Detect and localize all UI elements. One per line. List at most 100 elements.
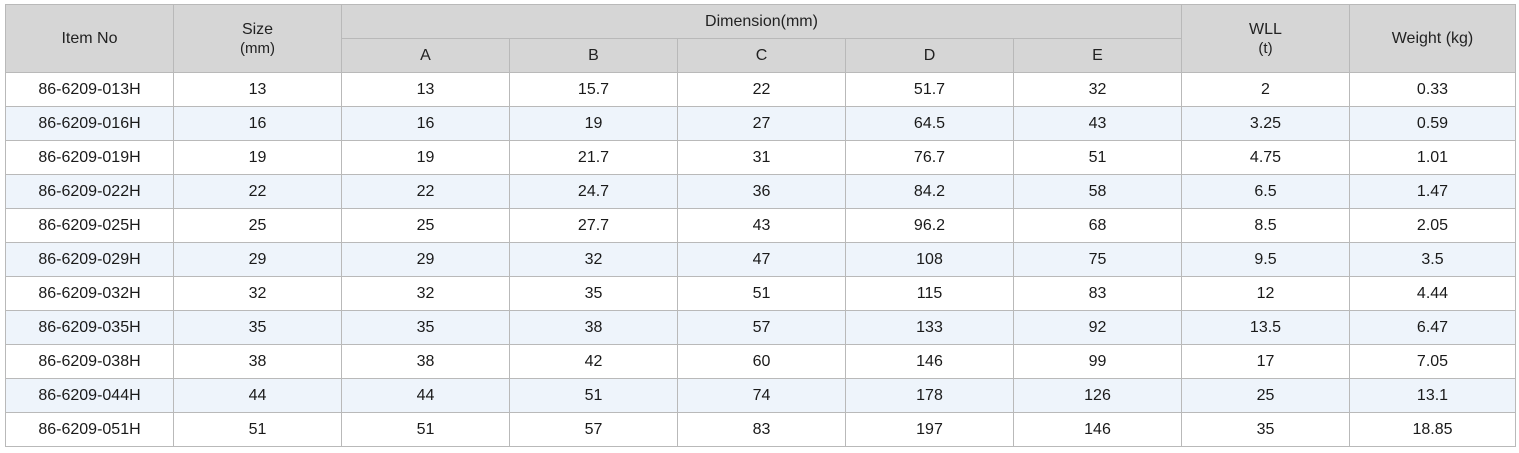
cell-weight: 4.44	[1349, 276, 1516, 311]
cell-size: 13	[173, 72, 342, 107]
cell-dim-e: 75	[1013, 242, 1182, 277]
cell-dim-e: 32	[1013, 72, 1182, 107]
cell-dim-c: 27	[677, 106, 846, 141]
cell-wll: 6.5	[1181, 174, 1350, 209]
table-row: 86-6209-038H 38 38 42 60 146 99 17 7.05	[5, 344, 1516, 379]
cell-wll: 25	[1181, 378, 1350, 413]
cell-weight: 0.59	[1349, 106, 1516, 141]
header-size: Size (mm)	[173, 4, 342, 73]
cell-dim-e: 92	[1013, 310, 1182, 345]
cell-size: 35	[173, 310, 342, 345]
cell-wll: 9.5	[1181, 242, 1350, 277]
cell-dim-e: 51	[1013, 140, 1182, 175]
cell-dim-d: 178	[845, 378, 1014, 413]
cell-size: 38	[173, 344, 342, 379]
cell-item-no: 86-6209-044H	[5, 378, 174, 413]
cell-dim-e: 126	[1013, 378, 1182, 413]
header-dimension: Dimension(mm)	[341, 4, 1182, 39]
cell-dim-a: 29	[341, 242, 510, 277]
cell-dim-b: 27.7	[509, 208, 678, 243]
cell-wll: 2	[1181, 72, 1350, 107]
cell-dim-d: 64.5	[845, 106, 1014, 141]
cell-item-no: 86-6209-013H	[5, 72, 174, 107]
table-row: 86-6209-044H 44 44 51 74 178 126 25 13.1	[5, 378, 1516, 413]
cell-dim-e: 83	[1013, 276, 1182, 311]
cell-dim-c: 57	[677, 310, 846, 345]
cell-dim-a: 19	[341, 140, 510, 175]
cell-dim-b: 24.7	[509, 174, 678, 209]
cell-size: 44	[173, 378, 342, 413]
cell-dim-b: 51	[509, 378, 678, 413]
cell-size: 19	[173, 140, 342, 175]
cell-size: 51	[173, 412, 342, 447]
cell-wll: 12	[1181, 276, 1350, 311]
cell-dim-c: 43	[677, 208, 846, 243]
cell-dim-d: 76.7	[845, 140, 1014, 175]
specification-table: Item No Size (mm) Dimension(mm) WLL (t) …	[5, 4, 1516, 447]
cell-weight: 1.47	[1349, 174, 1516, 209]
cell-dim-a: 32	[341, 276, 510, 311]
cell-dim-a: 25	[341, 208, 510, 243]
cell-weight: 2.05	[1349, 208, 1516, 243]
cell-size: 32	[173, 276, 342, 311]
cell-item-no: 86-6209-029H	[5, 242, 174, 277]
header-weight: Weight (kg)	[1349, 4, 1516, 73]
cell-item-no: 86-6209-022H	[5, 174, 174, 209]
cell-dim-e: 146	[1013, 412, 1182, 447]
cell-dim-a: 13	[341, 72, 510, 107]
cell-dim-b: 42	[509, 344, 678, 379]
cell-item-no: 86-6209-019H	[5, 140, 174, 175]
cell-item-no: 86-6209-051H	[5, 412, 174, 447]
cell-dim-b: 35	[509, 276, 678, 311]
cell-dim-c: 83	[677, 412, 846, 447]
cell-wll: 17	[1181, 344, 1350, 379]
cell-dim-b: 38	[509, 310, 678, 345]
cell-dim-a: 16	[341, 106, 510, 141]
header-wll: WLL (t)	[1181, 4, 1350, 73]
table-body: 86-6209-013H 13 13 15.7 22 51.7 32 2 0.33 86-6209…	[5, 72, 1516, 447]
cell-dim-c: 36	[677, 174, 846, 209]
cell-wll: 35	[1181, 412, 1350, 447]
cell-size: 25	[173, 208, 342, 243]
cell-weight: 7.05	[1349, 344, 1516, 379]
table-row: 86-6209-035H 35 35 38 57 133 92 13.5 6.47	[5, 310, 1516, 345]
table-row: 86-6209-019H 19 19 21.7 31 76.7 51 4.75 1.01	[5, 140, 1516, 175]
cell-item-no: 86-6209-025H	[5, 208, 174, 243]
cell-size: 29	[173, 242, 342, 277]
cell-dim-d: 96.2	[845, 208, 1014, 243]
cell-dim-b: 19	[509, 106, 678, 141]
cell-dim-b: 15.7	[509, 72, 678, 107]
cell-weight: 6.47	[1349, 310, 1516, 345]
header-item-no: Item No	[5, 4, 174, 73]
header-dim-d: D	[845, 38, 1014, 73]
header-wll-label: WLL	[1249, 20, 1282, 38]
cell-dim-d: 84.2	[845, 174, 1014, 209]
cell-dim-a: 38	[341, 344, 510, 379]
cell-item-no: 86-6209-032H	[5, 276, 174, 311]
table-row: 86-6209-016H 16 16 19 27 64.5 43 3.25 0.59	[5, 106, 1516, 141]
cell-dim-c: 47	[677, 242, 846, 277]
table-row: 86-6209-025H 25 25 27.7 43 96.2 68 8.5 2.05	[5, 208, 1516, 243]
table-row: 86-6209-013H 13 13 15.7 22 51.7 32 2 0.33	[5, 72, 1516, 107]
cell-dim-c: 22	[677, 72, 846, 107]
table-header: Item No Size (mm) Dimension(mm) WLL (t) …	[5, 4, 1516, 73]
cell-dim-b: 21.7	[509, 140, 678, 175]
table-row: 86-6209-022H 22 22 24.7 36 84.2 58 6.5 1.47	[5, 174, 1516, 209]
cell-wll: 4.75	[1181, 140, 1350, 175]
header-size-label: Size	[241, 20, 274, 38]
cell-dim-e: 43	[1013, 106, 1182, 141]
cell-dim-c: 51	[677, 276, 846, 311]
cell-item-no: 86-6209-016H	[5, 106, 174, 141]
header-dim-c: C	[677, 38, 846, 73]
cell-weight: 1.01	[1349, 140, 1516, 175]
cell-size: 16	[173, 106, 342, 141]
cell-item-no: 86-6209-035H	[5, 310, 174, 345]
cell-dim-d: 197	[845, 412, 1014, 447]
cell-dim-a: 51	[341, 412, 510, 447]
cell-dim-d: 146	[845, 344, 1014, 379]
cell-weight: 13.1	[1349, 378, 1516, 413]
cell-dim-a: 35	[341, 310, 510, 345]
cell-dim-d: 115	[845, 276, 1014, 311]
cell-wll: 3.25	[1181, 106, 1350, 141]
cell-dim-d: 133	[845, 310, 1014, 345]
